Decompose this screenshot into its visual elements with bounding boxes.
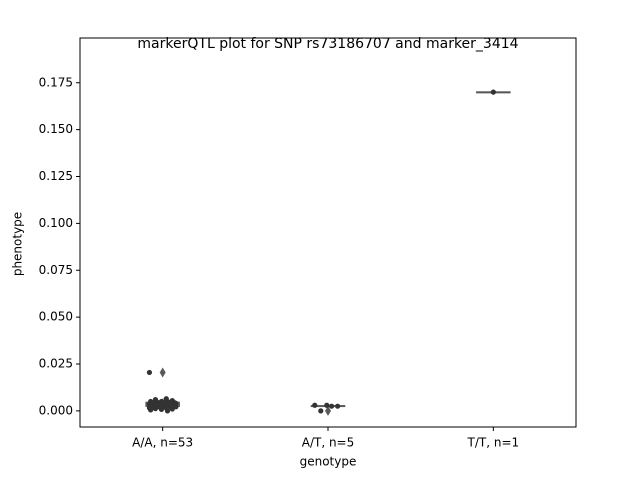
point	[148, 407, 154, 413]
point	[164, 408, 171, 414]
y-axis-label: phenotype	[11, 212, 25, 276]
point	[329, 403, 335, 409]
x-axis-label: genotype	[300, 455, 357, 469]
y-tick-label: 0.050	[39, 310, 73, 324]
y-tick-label: 0.000	[39, 403, 73, 417]
y-tick-label: 0.100	[39, 216, 73, 230]
point	[312, 402, 318, 408]
y-tick-label: 0.125	[39, 169, 73, 183]
x-tick-label: T/T, n=1	[467, 436, 520, 450]
chart-title: markerQTL plot for SNP rs73186707 and ma…	[137, 36, 518, 52]
point	[490, 89, 496, 95]
point	[146, 369, 153, 376]
point	[152, 406, 159, 412]
point	[324, 402, 330, 408]
outlier	[325, 405, 331, 416]
outlier	[159, 367, 166, 378]
x-tick-label: A/T, n=5	[302, 436, 355, 450]
x-tick-label: A/A, n=53	[132, 436, 193, 450]
plot-frame	[79, 37, 577, 428]
y-tick-label: 0.025	[39, 357, 73, 371]
y-tick-label: 0.075	[39, 263, 73, 277]
y-tick-label: 0.175	[39, 75, 73, 89]
y-tick-label: 0.150	[39, 122, 73, 136]
point	[169, 406, 175, 412]
point	[335, 403, 341, 409]
point	[158, 406, 165, 412]
point	[318, 408, 324, 414]
